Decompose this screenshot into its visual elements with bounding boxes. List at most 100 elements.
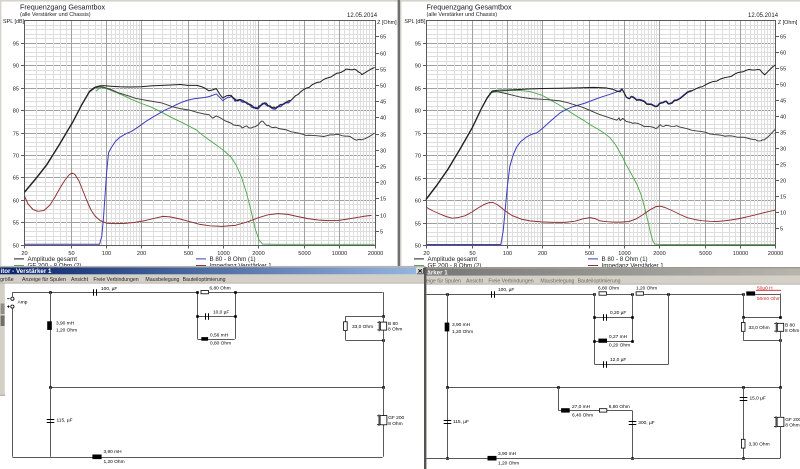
svg-text:65: 65 <box>415 177 421 183</box>
svg-text:Impedanz Verstärker 1: Impedanz Verstärker 1 <box>602 263 665 270</box>
svg-text:115, µF: 115, µF <box>453 419 469 425</box>
svg-text:65: 65 <box>780 35 786 41</box>
svg-text:55: 55 <box>380 68 386 74</box>
svg-text:12.05.2014: 12.05.2014 <box>347 13 378 19</box>
svg-text:ärker 1: ärker 1 <box>427 269 448 276</box>
svg-text:60: 60 <box>780 51 786 57</box>
svg-text:0,27 mH: 0,27 mH <box>609 334 628 340</box>
svg-text:8 Ohm: 8 Ohm <box>388 327 402 333</box>
svg-text:75: 75 <box>415 132 421 138</box>
svg-text:1,20 Ohm: 1,20 Ohm <box>452 329 473 335</box>
svg-text:8 Ohm: 8 Ohm <box>785 423 799 429</box>
svg-text:0,56 mH: 0,56 mH <box>210 333 229 339</box>
svg-text:20000: 20000 <box>768 251 784 257</box>
svg-text:3,90 mH: 3,90 mH <box>452 322 471 328</box>
svg-text:12.05.2014: 12.05.2014 <box>748 13 779 19</box>
svg-text:80: 80 <box>13 109 19 115</box>
svg-text:1000: 1000 <box>217 251 229 257</box>
svg-text:5000: 5000 <box>298 251 310 257</box>
svg-text:65: 65 <box>13 176 19 182</box>
svg-text:5: 5 <box>780 227 783 233</box>
svg-text:6,80 Ohm: 6,80 Ohm <box>609 404 630 410</box>
svg-text:0,80 Ohm: 0,80 Ohm <box>210 340 231 346</box>
svg-text:10: 10 <box>780 211 786 217</box>
svg-text:itor - Verstärker 1: itor - Verstärker 1 <box>1 268 52 275</box>
svg-text:2000: 2000 <box>653 251 665 257</box>
svg-text:80: 80 <box>415 109 421 115</box>
svg-text:B 80: B 80 <box>388 321 398 327</box>
svg-text:115, µF: 115, µF <box>57 418 73 424</box>
svg-text:20: 20 <box>380 181 386 187</box>
svg-text:1,20 Ohm: 1,20 Ohm <box>104 459 125 465</box>
svg-text:GF 200: GF 200 <box>785 417 800 423</box>
svg-text:5000: 5000 <box>699 251 711 257</box>
svg-text:(alle Verstärker und Chassis): (alle Verstärker und Chassis) <box>20 12 91 18</box>
svg-text:Anzeige für Spulen: Anzeige für Spulen <box>22 277 66 283</box>
svg-text:B 80: B 80 <box>785 322 795 328</box>
svg-text:100: 100 <box>503 251 512 257</box>
svg-text:Bauteiloptimierung: Bauteiloptimierung <box>578 278 621 284</box>
svg-text:500: 500 <box>585 251 594 257</box>
svg-text:20: 20 <box>780 179 786 185</box>
svg-text:50: 50 <box>380 84 386 90</box>
svg-text:45: 45 <box>780 99 786 105</box>
svg-text:35: 35 <box>380 133 386 139</box>
svg-text:Fenstergröße: Fenstergröße <box>0 277 14 283</box>
svg-text:10,0 µF: 10,0 µF <box>213 309 229 315</box>
svg-text:3,90 mH: 3,90 mH <box>104 449 123 455</box>
svg-text:40: 40 <box>380 116 386 122</box>
svg-text:90: 90 <box>13 64 19 70</box>
svg-text:3,90 mH: 3,90 mH <box>498 451 517 457</box>
svg-text:60: 60 <box>415 199 421 205</box>
svg-text:60: 60 <box>13 199 19 205</box>
svg-text:5: 5 <box>380 230 383 236</box>
svg-text:(alle Verstärker und Chassis): (alle Verstärker und Chassis) <box>427 12 498 18</box>
svg-text:0,20 Ohm: 0,20 Ohm <box>609 342 630 348</box>
svg-text:25: 25 <box>780 163 786 169</box>
svg-text:Frequenzgang Gesamtbox: Frequenzgang Gesamtbox <box>427 3 513 12</box>
svg-text:Bauteiloptimierung: Bauteiloptimierung <box>183 277 226 283</box>
svg-text:Mausbelegung: Mausbelegung <box>540 278 574 284</box>
svg-text:70: 70 <box>13 154 19 160</box>
svg-text:50: 50 <box>415 244 421 250</box>
svg-text:Freie Verbindungen: Freie Verbindungen <box>488 278 533 284</box>
svg-text:B 80 - 8 Ohm (1): B 80 - 8 Ohm (1) <box>210 256 256 263</box>
svg-text:8 Ohm: 8 Ohm <box>388 421 402 427</box>
svg-text:Z [Ohm]: Z [Ohm] <box>778 20 798 26</box>
svg-text:6,80 Ohm: 6,80 Ohm <box>598 286 619 292</box>
svg-text:95: 95 <box>415 42 421 48</box>
svg-text:27,0 mH: 27,0 mH <box>572 404 591 410</box>
svg-text:Ansicht: Ansicht <box>71 277 89 283</box>
svg-text:50µ0 H: 50µ0 H <box>757 285 773 291</box>
svg-text:12,0 µF: 12,0 µF <box>610 357 626 363</box>
svg-text:SPL [dB]: SPL [dB] <box>404 19 426 25</box>
svg-text:Amp: Amp <box>18 299 28 305</box>
svg-text:SPL [dB]: SPL [dB] <box>3 19 25 25</box>
svg-text:Frequenzgang Gesamtbox: Frequenzgang Gesamtbox <box>20 3 106 12</box>
svg-text:Ansicht: Ansicht <box>466 278 484 284</box>
svg-text:Amplitude gesamt: Amplitude gesamt <box>428 256 478 263</box>
svg-text:33,0 Ohm: 33,0 Ohm <box>352 324 373 330</box>
svg-text:50: 50 <box>780 83 786 89</box>
svg-text:3,30 Ohm: 3,30 Ohm <box>749 442 770 448</box>
svg-text:20000: 20000 <box>368 251 384 257</box>
svg-text:15,0 µF: 15,0 µF <box>750 396 766 402</box>
svg-text:10: 10 <box>380 214 386 220</box>
svg-text:1,20 Ohm: 1,20 Ohm <box>56 328 77 334</box>
svg-text:1000: 1000 <box>618 251 630 257</box>
svg-text:45: 45 <box>380 100 386 106</box>
svg-text:B 80 - 8 Ohm (1): B 80 - 8 Ohm (1) <box>602 256 648 263</box>
svg-text:40: 40 <box>780 115 786 121</box>
svg-text:3,90 mH: 3,90 mH <box>56 320 75 326</box>
svg-text:100, µF: 100, µF <box>101 286 117 292</box>
svg-text:300, µF: 300, µF <box>638 420 654 426</box>
svg-text:GF 200: GF 200 <box>388 415 404 421</box>
svg-text:75: 75 <box>13 132 19 138</box>
svg-text:35: 35 <box>780 131 786 137</box>
svg-text:20: 20 <box>423 251 429 257</box>
svg-text:15: 15 <box>780 195 786 201</box>
svg-text:30: 30 <box>780 147 786 153</box>
svg-text:100, µF: 100, µF <box>498 287 514 293</box>
svg-text:90: 90 <box>415 64 421 70</box>
svg-text:Amplitude gesamt: Amplitude gesamt <box>28 256 78 263</box>
